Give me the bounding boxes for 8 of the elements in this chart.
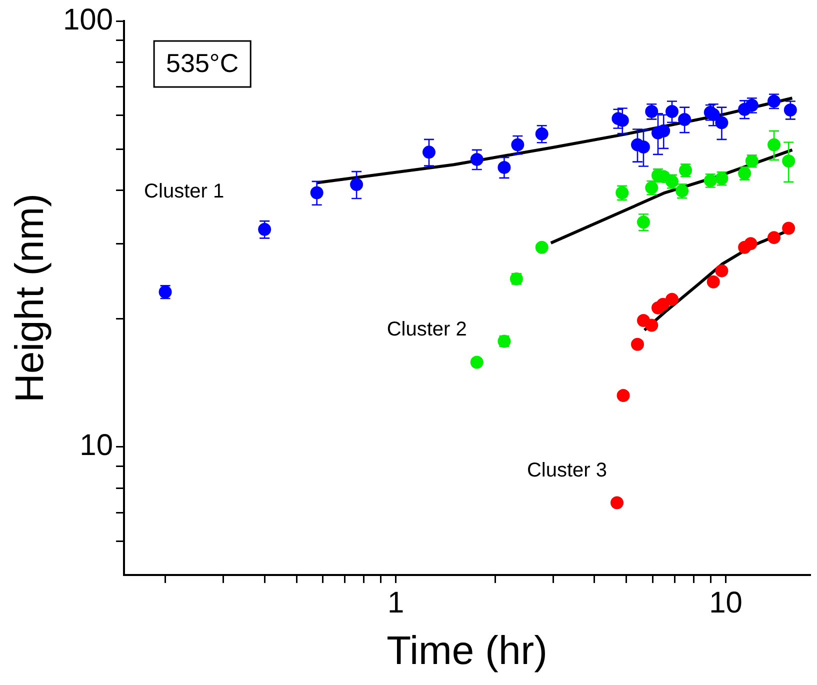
x-tick-label: 1	[388, 586, 404, 620]
y-tick-label: 100	[62, 3, 114, 36]
series-label: Cluster 3	[526, 459, 607, 482]
y-axis-title: Height (nm)	[8, 194, 52, 402]
x-axis-title: Time (hr)	[386, 629, 548, 674]
series-label: Cluster 2	[386, 318, 467, 341]
text: Cluster 1	[144, 180, 224, 202]
annotation: 535°C	[166, 48, 239, 78]
